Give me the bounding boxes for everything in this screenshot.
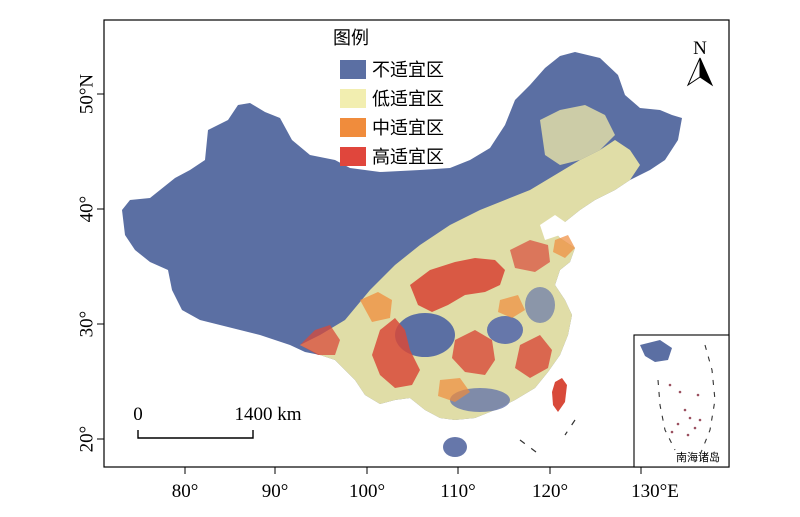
scale-bar-line	[137, 430, 254, 439]
scale-bar-start-label: 0	[133, 404, 143, 425]
legend-swatch-3	[340, 147, 366, 166]
medium-suitability-zone-4	[498, 295, 525, 318]
y-tick-label-1: 40°	[76, 196, 97, 223]
scale-bar: 0 1400 km	[133, 404, 302, 439]
high-suitability-zone-6	[510, 240, 550, 272]
high-suitability-zone-2	[372, 318, 420, 388]
legend-swatch-2	[340, 118, 366, 137]
x-tick-label-5: 130°E	[631, 481, 679, 502]
high-suitability-zone-1	[410, 258, 505, 312]
central-unsuitable-patch	[487, 316, 523, 344]
medium-suitability-zone-3	[553, 235, 575, 258]
medium-suitability-zone-2	[438, 378, 470, 402]
x-axis-ticks: 80° 90° 100° 110° 120° 130°E	[172, 467, 679, 502]
legend-title: 图例	[333, 28, 369, 49]
y-tick-label-3: 20°	[76, 426, 97, 453]
legend-label-2: 中适宜区	[372, 118, 444, 139]
x-tick-label-2: 100°	[349, 481, 385, 502]
x-tick-label-1: 90°	[262, 481, 289, 502]
high-suitability-zone-4	[515, 335, 552, 378]
inset-islands	[668, 383, 702, 437]
x-tick-label-3: 110°	[440, 481, 475, 502]
north-arrow: N	[686, 38, 714, 87]
legend-label-0: 不适宜区	[372, 60, 444, 81]
south-china-sea-boundary	[519, 419, 576, 456]
legend-swatch-0	[340, 60, 366, 79]
x-tick-label-0: 80°	[172, 481, 199, 502]
y-axis-ticks: 50°N 40° 30° 20°	[76, 74, 104, 453]
bohai-sea	[540, 215, 565, 240]
y-tick-label-0: 50°N	[76, 74, 97, 115]
legend-label-1: 低适宜区	[372, 89, 444, 110]
inset-map: 南海诸岛	[633, 334, 730, 468]
legend-label-3: 高适宜区	[372, 147, 444, 168]
x-tick-label-4: 120°	[532, 481, 568, 502]
east-unsuitable-patch	[525, 287, 555, 323]
scale-bar-end-label: 1400 km	[234, 404, 301, 425]
low-suitability-northeast	[540, 105, 615, 165]
taiwan-island	[552, 378, 567, 412]
inset-coast	[640, 340, 672, 362]
y-tick-label-2: 30°	[76, 311, 97, 338]
high-suitability-zone-3	[452, 330, 495, 375]
sichuan-basin-unsuitable	[395, 313, 455, 357]
high-suitability-zone-5	[300, 325, 340, 355]
medium-suitability-zone-1	[360, 292, 392, 322]
legend-swatch-1	[340, 89, 366, 108]
inset-dashes	[657, 344, 716, 456]
hainan-island	[443, 437, 467, 457]
inset-label: 南海诸岛	[676, 450, 720, 464]
north-arrow-label: N	[693, 38, 707, 59]
